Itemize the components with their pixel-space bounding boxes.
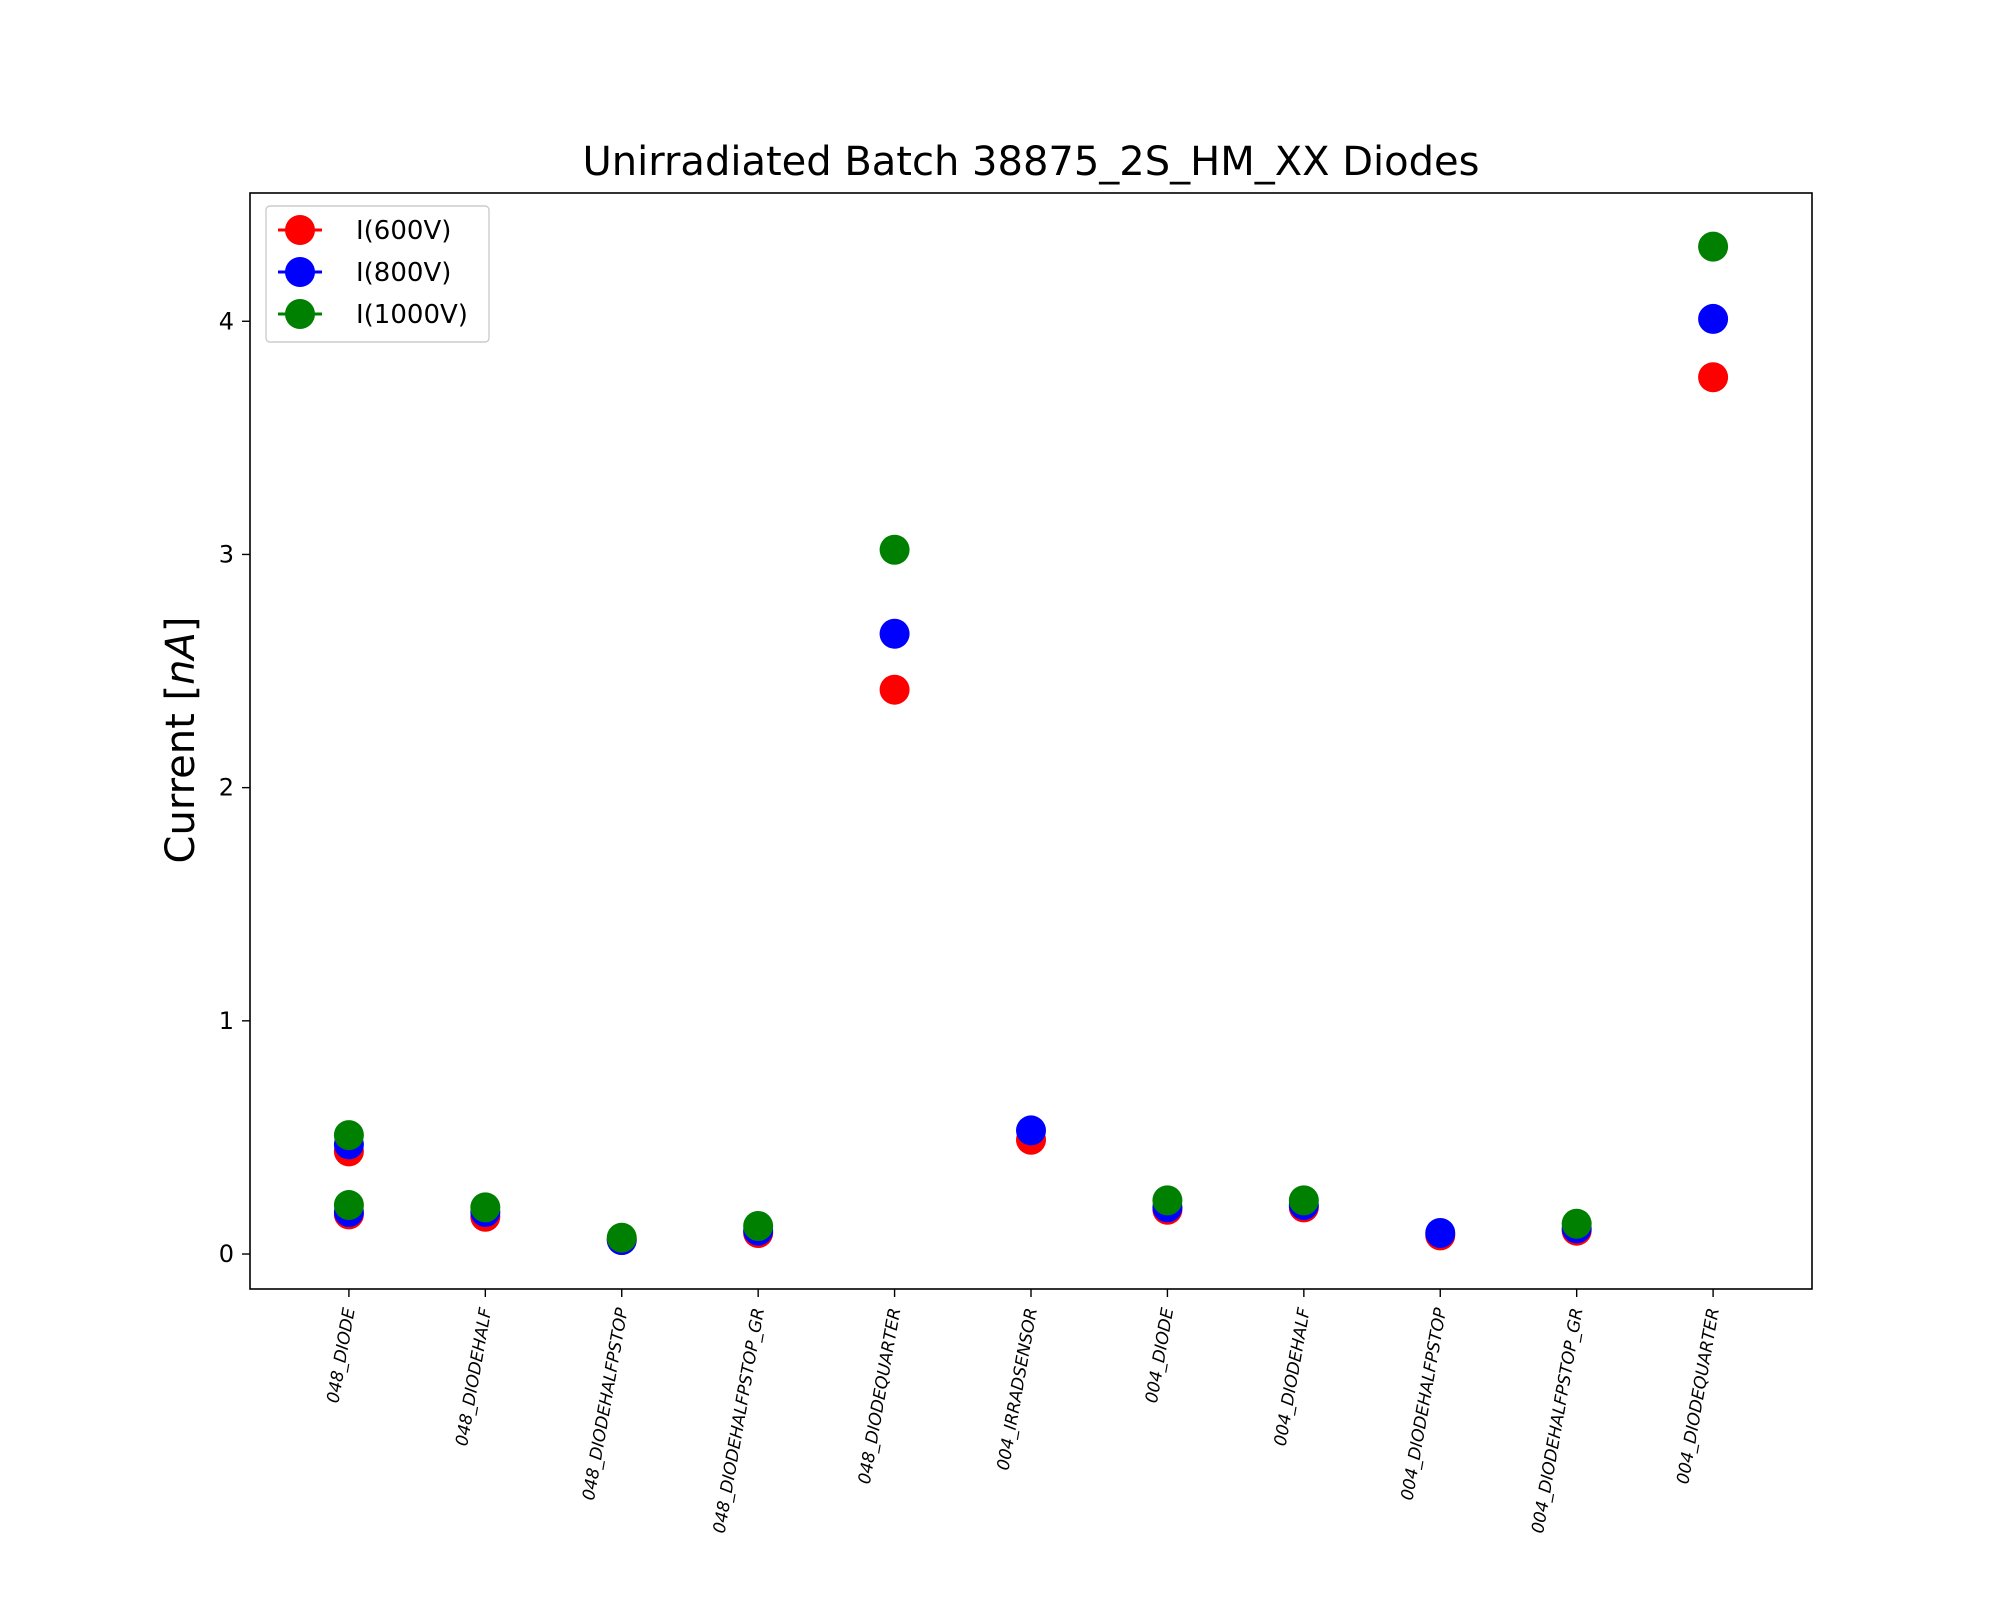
marker-i600v <box>879 674 910 705</box>
legend-item: I(600V) <box>278 215 451 246</box>
marker-i800v <box>1425 1218 1456 1249</box>
marker-i1000v <box>1288 1185 1319 1216</box>
marker-i1000v <box>333 1120 364 1151</box>
marker-i1000v <box>1698 231 1729 262</box>
marker-i600v <box>1698 362 1729 393</box>
y-tick-label: 0 <box>219 1240 234 1268</box>
marker-i1000v <box>333 1190 364 1221</box>
marker-i1000v <box>1561 1208 1592 1239</box>
marker-i800v <box>879 618 910 649</box>
y-axis-label: Current [nA] <box>158 617 204 864</box>
y-axis-label-unit: nA <box>158 632 204 685</box>
y-tick-label: 2 <box>219 774 234 802</box>
y-tick-label: 4 <box>219 307 234 335</box>
marker-i1000v <box>743 1211 774 1242</box>
data-markers <box>333 231 1729 1256</box>
chart-title: Unirradiated Batch 38875_2S_HM_XX Diodes <box>583 139 1480 185</box>
y-tick-label: 1 <box>219 1007 234 1035</box>
y-axis-label-close: ] <box>158 617 204 633</box>
legend-marker <box>285 257 315 287</box>
legend-box <box>265 205 490 343</box>
marker-i1000v <box>879 534 910 565</box>
legend-label: I(600V) <box>356 216 451 246</box>
legend-label: I(800V) <box>356 258 451 288</box>
legend-label: I(1000V) <box>356 300 468 330</box>
legend-item: I(800V) <box>278 257 451 288</box>
y-axis-label-text: Current [ <box>158 685 204 864</box>
y-tick-label: 3 <box>219 540 234 568</box>
marker-i800v <box>1016 1115 1046 1146</box>
legend-marker <box>285 215 315 245</box>
legend-marker <box>285 299 315 329</box>
marker-i1000v <box>1152 1185 1183 1216</box>
marker-i800v <box>1698 303 1729 334</box>
legend-item: I(1000V) <box>278 299 468 330</box>
marker-i1000v <box>470 1192 501 1223</box>
y-axis: 0 1 2 3 4 <box>219 307 250 1268</box>
legend: I(600V) I(800V) I(1000V) <box>265 205 490 343</box>
marker-i1000v <box>606 1222 637 1253</box>
